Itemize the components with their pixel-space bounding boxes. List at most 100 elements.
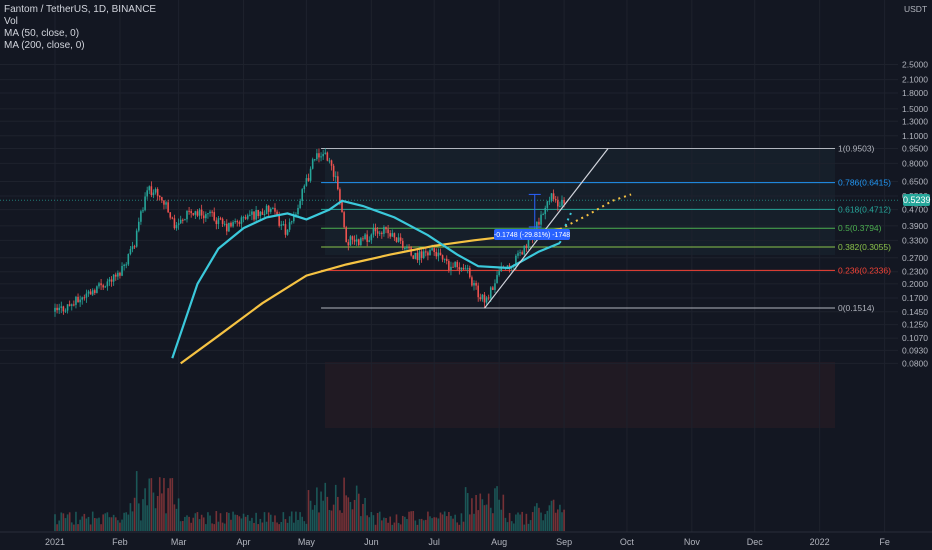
price-tick-label: 0.8000: [902, 158, 928, 168]
candle-body: [112, 274, 115, 282]
volume-bar: [217, 521, 220, 531]
volume-bar: [418, 519, 421, 531]
candle-body: [309, 168, 312, 181]
candle-body: [477, 285, 479, 298]
price-tick-label: 1.1000: [902, 131, 928, 141]
volume-bar: [125, 512, 128, 531]
price-tick-label: 0.3900: [902, 221, 928, 231]
volume-bar: [171, 478, 174, 531]
volume-bar: [236, 514, 239, 531]
volume-bar: [527, 523, 530, 531]
volume-bar: [441, 514, 444, 531]
volume-bar: [458, 524, 461, 531]
candle-body: [372, 227, 375, 235]
volume-bar: [364, 497, 366, 531]
price-range-measure[interactable]: -0.1748 (-29.81%) -1748: [494, 193, 570, 240]
volume-bar: [481, 499, 484, 531]
volume-bar: [316, 487, 318, 531]
candle-body: [85, 293, 88, 298]
candle-body: [383, 227, 385, 234]
candle-body: [234, 221, 236, 223]
volume-bar: [257, 524, 260, 531]
candle-body: [242, 217, 245, 219]
volume-bar: [190, 522, 192, 531]
support-trendline[interactable]: [484, 148, 609, 309]
candle-body: [330, 160, 333, 166]
candle-body: [179, 219, 182, 224]
volume-bar: [391, 524, 394, 531]
candle-body: [171, 217, 174, 219]
volume-bar: [504, 517, 507, 531]
volume-bar: [228, 512, 230, 531]
volume-bar: [177, 498, 180, 531]
candle-body: [215, 220, 218, 225]
volume-bar: [156, 496, 159, 531]
volume-bar: [439, 512, 442, 531]
candle-body: [492, 287, 494, 291]
candle-body: [374, 227, 377, 232]
candle-body: [293, 215, 295, 222]
candle-body: [515, 255, 517, 266]
candle-body: [366, 234, 368, 242]
price-tick-label: 0.4700: [902, 205, 928, 215]
candle-body: [406, 247, 408, 249]
volume-bar: [533, 506, 536, 531]
time-axis[interactable]: 2021 Feb Mar Apr May Jun Jul Aug Sep Oct Nov Dec 202…: [45, 537, 890, 547]
candle-body: [418, 251, 421, 261]
candle-body: [357, 239, 360, 246]
candle-body: [184, 219, 186, 221]
time-tick-label: Apr: [237, 537, 251, 547]
volume-bar: [207, 512, 209, 531]
time-tick-label: Jul: [428, 537, 440, 547]
candle-body: [98, 283, 100, 287]
fibonacci-retracement[interactable]: 1(0.9503) 0.786(0.6415) 0.618(0.4712) 0.5(0…: [321, 143, 891, 313]
fib-zone-upper: [325, 149, 835, 255]
price-axis[interactable]: 2.5000 2.1000 1.8000 1.5000 1.3000 1.1000 0.95…: [902, 59, 928, 368]
time-tick-label: Sep: [556, 537, 572, 547]
legend-vol[interactable]: Vol: [4, 16, 18, 27]
candle-body: [370, 234, 373, 241]
candle-body: [202, 215, 205, 219]
volume-bar: [253, 522, 255, 531]
volume-bar: [286, 522, 289, 531]
candle-body: [445, 258, 448, 261]
candle-body: [351, 236, 354, 240]
volume-bar: [290, 511, 293, 531]
candle-body: [546, 201, 549, 208]
candle-body: [286, 229, 289, 235]
candle-body: [506, 265, 509, 268]
volume-bar: [328, 509, 331, 531]
volume-bar: [483, 505, 486, 531]
candle-body: [559, 205, 561, 207]
candle-body: [177, 223, 180, 226]
volume-bar: [313, 505, 316, 531]
candle-body: [58, 307, 60, 311]
legend-ma50[interactable]: MA (50, close, 0): [4, 28, 80, 39]
volume-bar: [196, 512, 199, 531]
volume-bar: [163, 478, 165, 531]
volume-bar: [469, 514, 471, 531]
volume-bar: [322, 500, 324, 531]
candle-body: [278, 214, 280, 226]
price-tick-label: 0.2000: [902, 279, 928, 289]
candle-body: [127, 254, 130, 265]
candle-body: [456, 261, 459, 268]
volume-bar: [188, 516, 190, 531]
candle-body: [146, 190, 148, 197]
volume-bar: [385, 518, 387, 531]
candle-body: [427, 252, 429, 256]
volume-bar: [85, 518, 88, 531]
symbol-title[interactable]: Fantom / TetherUS, 1D, BINANCE: [4, 4, 157, 15]
fib-level-label: 0.786(0.6415): [838, 178, 891, 188]
legend-ma200[interactable]: MA (200, close, 0): [4, 40, 85, 51]
candle-body: [517, 253, 519, 256]
volume-bar: [433, 517, 435, 531]
candle-body: [211, 211, 213, 213]
volume-bar: [305, 523, 308, 531]
candle-body: [238, 222, 241, 224]
candle-body: [347, 242, 350, 246]
volume-bar: [66, 514, 69, 531]
candle-body: [91, 290, 94, 295]
volume-bars: [54, 471, 565, 531]
